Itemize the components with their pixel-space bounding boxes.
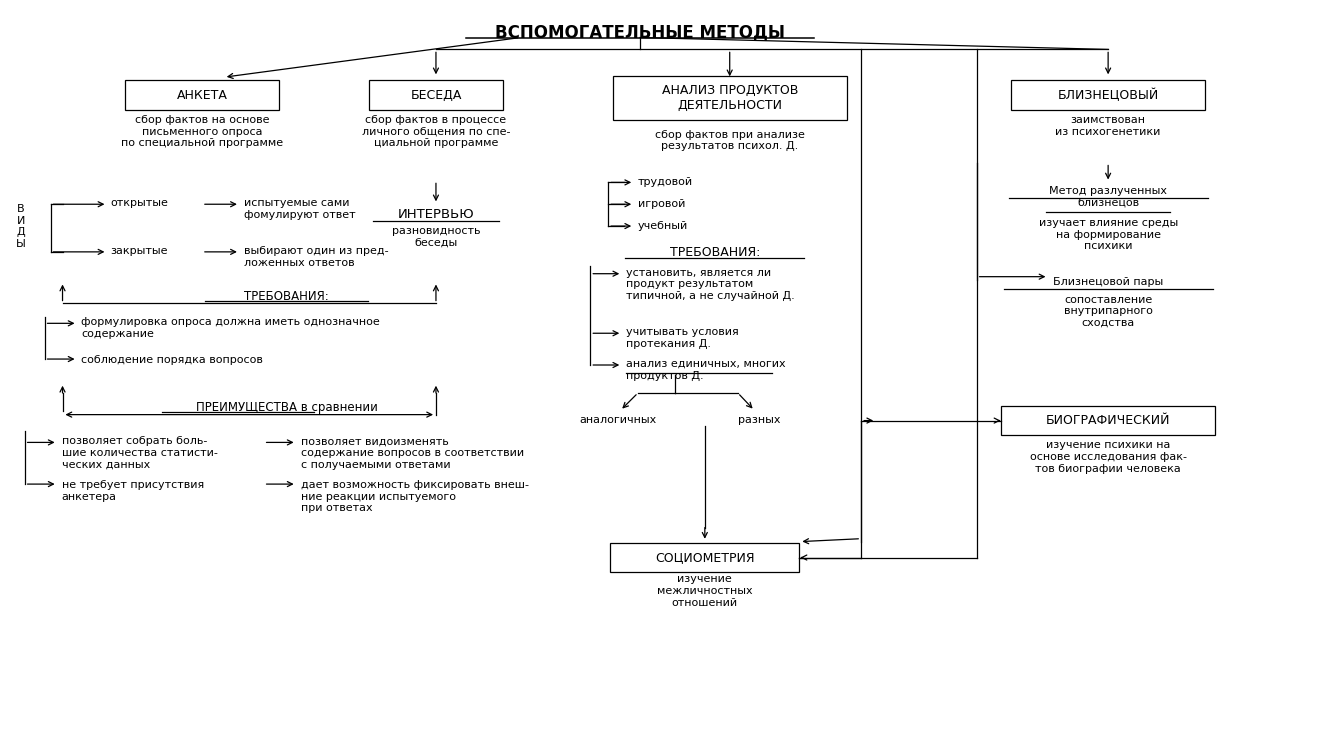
Text: игровой: игровой bbox=[638, 200, 686, 209]
FancyBboxPatch shape bbox=[125, 80, 278, 110]
FancyBboxPatch shape bbox=[613, 76, 847, 120]
Text: Близнецовой пары: Близнецовой пары bbox=[1053, 276, 1163, 287]
Text: В
И
Д
Ы: В И Д Ы bbox=[16, 204, 25, 249]
Text: СОЦИОМЕТРИЯ: СОЦИОМЕТРИЯ bbox=[655, 551, 754, 564]
Text: АНКЕТА: АНКЕТА bbox=[176, 88, 227, 102]
Text: сбор фактов в процессе
личного общения по спе-
циальной программе: сбор фактов в процессе личного общения п… bbox=[362, 115, 511, 148]
Text: АНАЛИЗ ПРОДУКТОВ
ДЕЯТЕЛЬНОСТИ: АНАЛИЗ ПРОДУКТОВ ДЕЯТЕЛЬНОСТИ bbox=[662, 84, 798, 112]
Text: установить, является ли
продукт результатом
типичной, а не случайной Д.: установить, является ли продукт результа… bbox=[626, 268, 794, 301]
Text: БИОГРАФИЧЕСКИЙ: БИОГРАФИЧЕСКИЙ bbox=[1046, 414, 1171, 427]
Text: учебный: учебный bbox=[638, 221, 688, 231]
Text: изучение психики на
основе исследования фак-
тов биографии человека: изучение психики на основе исследования … bbox=[1029, 440, 1187, 474]
Text: аналогичных: аналогичных bbox=[579, 414, 656, 425]
Text: не требует присутствия
анкетера: не требует присутствия анкетера bbox=[61, 480, 204, 501]
FancyBboxPatch shape bbox=[610, 542, 800, 572]
Text: заимствован
из психогенетики: заимствован из психогенетики bbox=[1055, 115, 1160, 137]
Text: ИНТЕРВЬЮ: ИНТЕРВЬЮ bbox=[398, 208, 475, 221]
Text: изучает влияние среды
на формирование
психики: изучает влияние среды на формирование пс… bbox=[1038, 218, 1177, 251]
Text: испытуемые сами
фомулируют ответ: испытуемые сами фомулируют ответ bbox=[244, 198, 355, 220]
Text: выбирают один из пред-
ложенных ответов: выбирают один из пред- ложенных ответов bbox=[244, 246, 389, 268]
Text: сопоставление
внутрипарного
сходства: сопоставление внутрипарного сходства bbox=[1063, 295, 1152, 327]
Text: Метод разлученных
близнецов: Метод разлученных близнецов bbox=[1049, 186, 1167, 208]
Text: соблюдение порядка вопросов: соблюдение порядка вопросов bbox=[81, 355, 264, 365]
Text: сбор фактов при анализе
результатов психол. Д.: сбор фактов при анализе результатов псих… bbox=[655, 130, 805, 151]
FancyBboxPatch shape bbox=[1010, 80, 1205, 110]
Text: дает возможность фиксировать внеш-
ние реакции испытуемого
при ответах: дает возможность фиксировать внеш- ние р… bbox=[301, 480, 529, 513]
Text: ТРЕБОВАНИЯ:: ТРЕБОВАНИЯ: bbox=[670, 246, 760, 259]
Text: ВСПОМОГАТЕЛЬНЫЕ МЕТОДЫ: ВСПОМОГАТЕЛЬНЫЕ МЕТОДЫ bbox=[495, 23, 785, 42]
Text: изучение
межличностных
отношений: изучение межличностных отношений bbox=[656, 575, 753, 607]
Text: открытые: открытые bbox=[110, 198, 168, 208]
Text: формулировка опроса должна иметь однозначное
содержание: формулировка опроса должна иметь однозна… bbox=[81, 317, 381, 339]
Text: позволяет видоизменять
содержание вопросов в соответствии
с получаемыми ответами: позволяет видоизменять содержание вопрос… bbox=[301, 436, 524, 469]
Text: БЕСЕДА: БЕСЕДА bbox=[410, 88, 461, 102]
Text: закрытые: закрытые bbox=[110, 246, 168, 256]
Text: позволяет собрать боль-
шие количества статисти-
ческих данных: позволяет собрать боль- шие количества с… bbox=[61, 436, 217, 469]
Text: трудовой: трудовой bbox=[638, 178, 693, 187]
FancyBboxPatch shape bbox=[369, 80, 503, 110]
Text: ПРЕИМУЩЕСТВА в сравнении: ПРЕИМУЩЕСТВА в сравнении bbox=[196, 401, 378, 414]
Text: учитывать условия
протекания Д.: учитывать условия протекания Д. bbox=[626, 327, 739, 349]
Text: БЛИЗНЕЦОВЫЙ: БЛИЗНЕЦОВЫЙ bbox=[1058, 88, 1159, 102]
Text: ТРЕБОВАНИЯ:: ТРЕБОВАНИЯ: bbox=[244, 289, 329, 303]
Text: сбор фактов на основе
письменного опроса
по специальной программе: сбор фактов на основе письменного опроса… bbox=[121, 115, 282, 148]
FancyBboxPatch shape bbox=[1001, 406, 1215, 436]
Text: разных: разных bbox=[739, 414, 781, 425]
Text: разновидность
беседы: разновидность беседы bbox=[391, 226, 480, 248]
Text: анализ единичных, многих
продуктов Д.: анализ единичных, многих продуктов Д. bbox=[626, 359, 786, 381]
